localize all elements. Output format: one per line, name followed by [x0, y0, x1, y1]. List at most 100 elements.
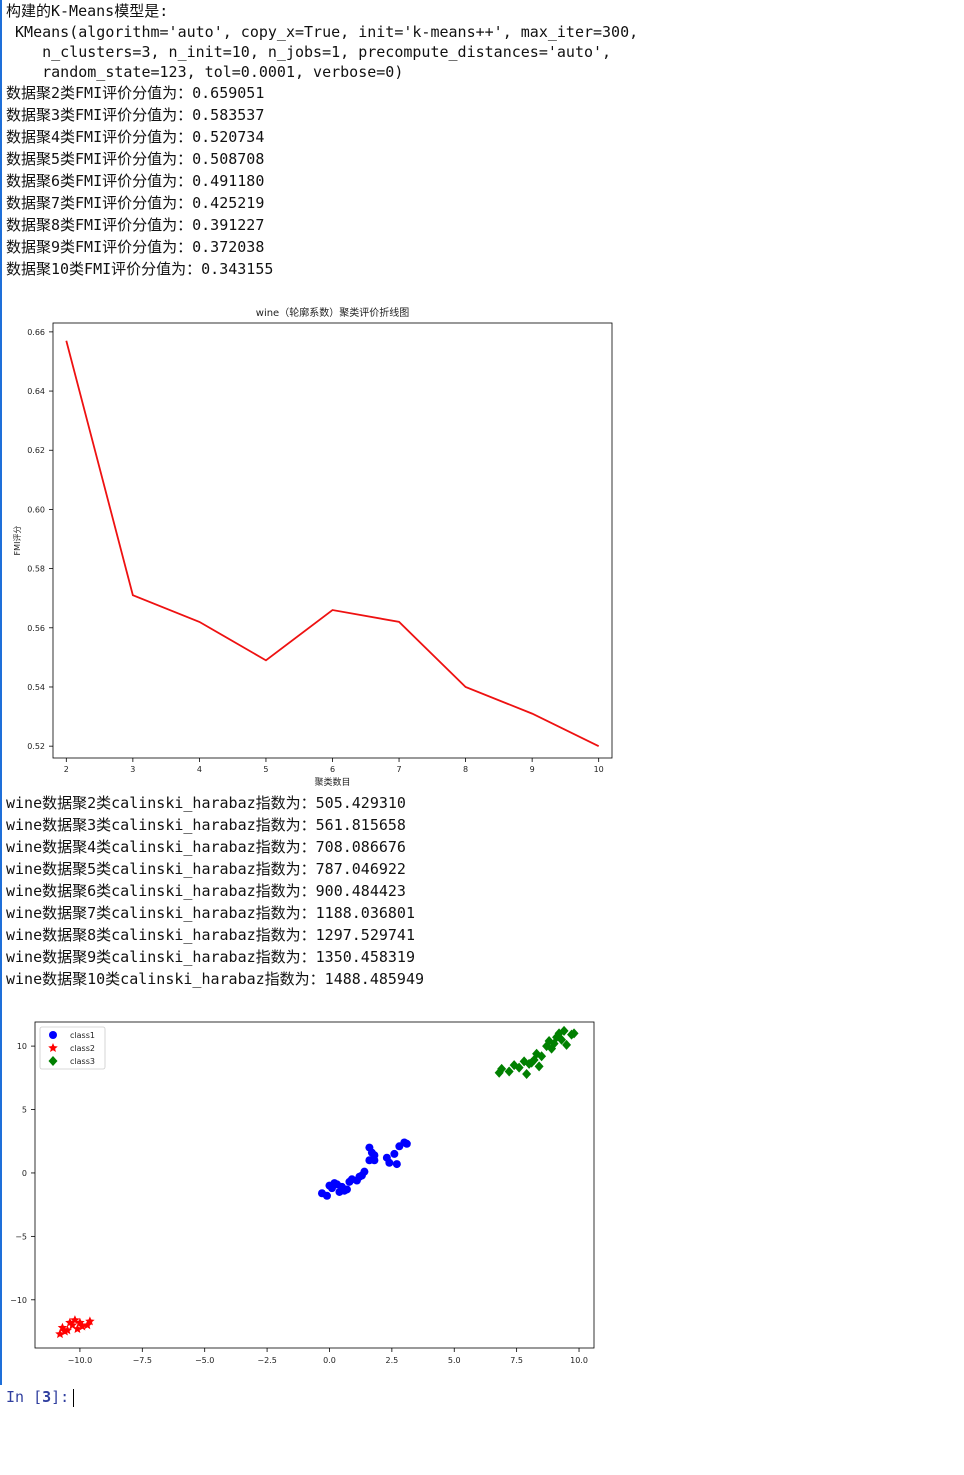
legend: class1 class2 class3	[39, 1026, 106, 1070]
fmi-line: 数据聚4类FMI评价分值为：0.520734	[6, 128, 265, 146]
class1-point	[392, 1160, 401, 1169]
ch-line: wine数据聚8类calinski_harabaz指数为：1297.529741	[6, 926, 415, 944]
model-repr-line: KMeans(algorithm='auto', copy_x=True, in…	[6, 23, 639, 41]
y-tick-label: 0.60	[27, 505, 45, 514]
calinski-output: wine数据聚2类calinski_harabaz指数为：505.429310 …	[6, 792, 424, 990]
x-tick-label: −7.5	[133, 1356, 152, 1365]
prompt-suffix: ]:	[51, 1388, 70, 1406]
cell-selection-bar	[0, 0, 2, 1385]
class1-point	[365, 1143, 374, 1152]
class3-point	[514, 1062, 524, 1073]
class3-point	[504, 1066, 514, 1077]
class3-point	[547, 1043, 557, 1054]
cell-output: 构建的K-Means模型是: KMeans(algorithm='auto', …	[6, 0, 964, 280]
class3-point	[557, 1034, 567, 1045]
model-repr-line: n_clusters=3, n_init=10, n_jobs=1, preco…	[6, 43, 612, 61]
y-tick-label: 0.52	[27, 742, 45, 751]
fmi-line: 数据聚2类FMI评价分值为：0.659051	[6, 84, 265, 102]
y-tick-label: 0.54	[27, 683, 45, 692]
y-tick-label: 5	[22, 1106, 27, 1115]
class3-point	[519, 1056, 529, 1067]
class2-points	[55, 1315, 95, 1339]
x-tick-label: 3	[130, 765, 135, 774]
class3-point	[509, 1060, 519, 1071]
class2-point	[60, 1326, 70, 1336]
class3-point	[522, 1069, 532, 1080]
class1-point	[370, 1156, 379, 1165]
class1-point	[332, 1180, 341, 1189]
class2-point	[55, 1329, 65, 1339]
fmi-line: 数据聚10类FMI评价分值为：0.343155	[6, 260, 274, 278]
x-tick-label: 5	[263, 765, 268, 774]
fmi-line: 数据聚8类FMI评价分值为：0.391227	[6, 216, 265, 234]
x-tick-label: 7.5	[510, 1356, 523, 1365]
x-tick-label: 8	[463, 765, 468, 774]
class3-point	[537, 1051, 547, 1062]
fmi-line: 数据聚6类FMI评价分值为：0.491180	[6, 172, 265, 190]
chart-title: wine（轮廓系数）聚类评价折线图	[256, 306, 409, 319]
y-tick-label: −10	[10, 1296, 27, 1305]
y-tick-label: 0	[22, 1169, 27, 1178]
fmi-line: 数据聚7类FMI评价分值为：0.425219	[6, 194, 265, 212]
class3-point	[527, 1057, 537, 1068]
class3-point	[559, 1025, 569, 1036]
class1-point	[402, 1139, 411, 1148]
x-tick-label: 4	[197, 765, 202, 774]
y-tick-label: 0.58	[27, 565, 45, 574]
y-tick-label: −5	[15, 1232, 27, 1241]
x-tick-label: 2.5	[385, 1356, 398, 1365]
y-tick-label: 0.66	[27, 328, 45, 337]
x-tick-label: 9	[530, 765, 535, 774]
y-tick-label: 0.56	[27, 624, 45, 633]
x-tick-label: −2.5	[257, 1356, 276, 1365]
x-tick-label: 5.0	[448, 1356, 461, 1365]
class1-point	[385, 1158, 394, 1167]
legend-marker-class2	[48, 1043, 58, 1053]
x-tick-label: −10.0	[68, 1356, 93, 1365]
fmi-line-chart: wine（轮廓系数）聚类评价折线图 2 3 4 5 6 7 8 9 10 0.52 0.54 0.56 0…	[13, 306, 613, 788]
fmi-series-line	[65, 340, 600, 747]
ch-line: wine数据聚5类calinski_harabaz指数为：787.046922	[6, 860, 406, 878]
class1-point	[340, 1186, 349, 1195]
class3-point	[494, 1067, 504, 1078]
fmi-line: 数据聚9类FMI评价分值为：0.372038	[6, 238, 265, 256]
class1-points	[317, 1138, 411, 1200]
x-tick-label: 6	[330, 765, 335, 774]
x-tick-label: 10.0	[570, 1356, 588, 1365]
legend-label: class3	[70, 1057, 95, 1066]
class3-points	[494, 1025, 579, 1080]
class3-point	[497, 1063, 507, 1074]
prompt-label: In [	[6, 1388, 43, 1406]
y-tick-label: 0.64	[27, 387, 45, 396]
x-axis-label: 聚类数目	[314, 776, 350, 788]
ch-line: wine数据聚4类calinski_harabaz指数为：708.086676	[6, 838, 406, 856]
legend-marker-class3	[48, 1056, 58, 1066]
class2-point	[85, 1316, 95, 1326]
legend-box	[39, 1026, 106, 1070]
prompt-number: 3	[42, 1388, 52, 1406]
class2-point	[72, 1323, 83, 1334]
cluster-scatter-plot: −10.0 −7.5 −5.0 −2.5 0.0 2.5 5.0 7.5 10.0 10 5 0 −5 −…	[10, 1021, 595, 1365]
ch-line: wine数据聚2类calinski_harabaz指数为：505.429310	[6, 794, 406, 812]
x-tick-label: −5.0	[195, 1356, 214, 1365]
legend-marker-class1	[49, 1031, 57, 1039]
ch-line: wine数据聚10类calinski_harabaz指数为：1488.48594…	[6, 970, 425, 988]
model-heading: 构建的K-Means模型是:	[6, 2, 169, 20]
class3-point	[569, 1028, 579, 1039]
plot-frame	[34, 1021, 595, 1349]
fmi-line: 数据聚3类FMI评价分值为：0.583537	[6, 106, 265, 124]
class1-point	[357, 1171, 366, 1180]
model-repr-line: random_state=123, tol=0.0001, verbose=0)	[6, 63, 404, 81]
input-prompt[interactable]: In [3]:	[6, 1388, 75, 1407]
y-axis-label: FMI评分	[13, 526, 22, 556]
ch-line: wine数据聚3类calinski_harabaz指数为：561.815658	[6, 816, 406, 834]
text-cursor	[73, 1388, 75, 1407]
x-tick-label: 10	[594, 765, 604, 774]
ch-line: wine数据聚9类calinski_harabaz指数为：1350.458319	[6, 948, 415, 966]
legend-label: class1	[70, 1031, 95, 1040]
x-tick-label: 2	[64, 765, 69, 774]
fmi-line: 数据聚5类FMI评价分值为：0.508708	[6, 150, 265, 168]
x-tick-label: 0.0	[323, 1356, 336, 1365]
ch-line: wine数据聚6类calinski_harabaz指数为：900.484423	[6, 882, 406, 900]
class3-point	[562, 1039, 572, 1050]
